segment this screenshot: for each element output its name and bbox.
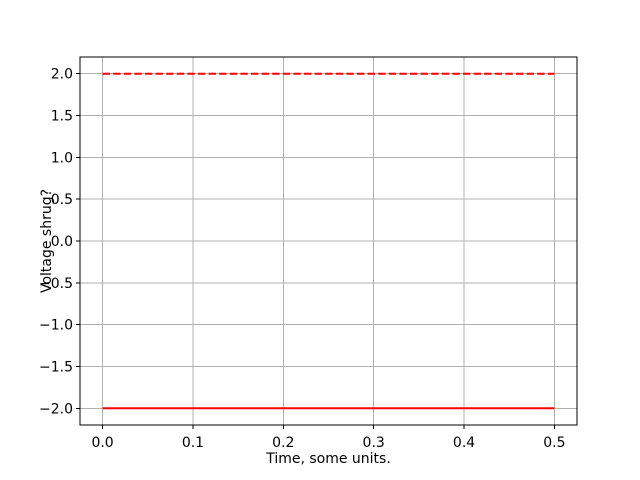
y-tick-label: −0.5	[39, 276, 73, 292]
y-tick-label: 2.0	[51, 67, 73, 83]
y-tick-label: −2.0	[39, 401, 73, 417]
y-tick-label: −1.0	[39, 318, 73, 334]
grid-layer	[80, 57, 577, 425]
y-axis-label: Voltage shrug?	[39, 189, 55, 293]
tick-layer	[76, 73, 555, 429]
series-layer	[102, 72, 555, 410]
x-tick-label: 0.4	[453, 435, 475, 451]
x-tick-label: 0.1	[182, 435, 204, 451]
y-tick-label: 1.5	[51, 109, 73, 125]
y-tick-label: 1.0	[51, 150, 73, 166]
x-tick-label: 0.0	[91, 435, 113, 451]
tick-label-layer: 0.0 0.1 0.2 0.3 0.4 0.5 2.0 1.5 1.0 0.5 0.0 −0.5 −1.…	[39, 67, 566, 451]
x-tick-label: 0.3	[363, 435, 385, 451]
x-tick-label: 0.5	[543, 435, 565, 451]
y-tick-label: −1.5	[39, 359, 73, 375]
y-tick-label: 0.0	[51, 234, 73, 250]
y-tick-label: 0.5	[51, 192, 73, 208]
axes-frame	[79, 56, 578, 426]
x-tick-label: 0.2	[272, 435, 294, 451]
x-axis-label: Time, some units.	[265, 451, 391, 467]
